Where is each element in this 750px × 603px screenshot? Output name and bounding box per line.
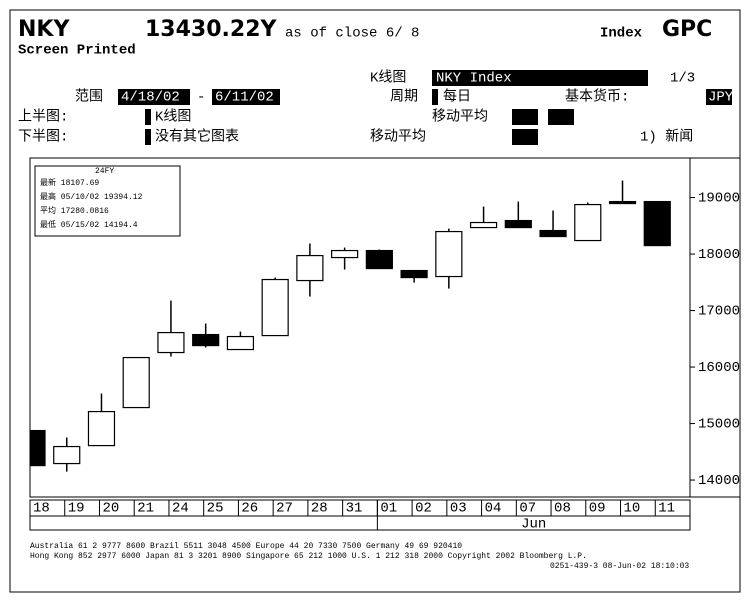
candle-body	[643, 200, 671, 247]
field[interactable]	[706, 89, 732, 105]
x-tick-label: 04	[485, 501, 502, 517]
month-label: Jun	[521, 517, 546, 533]
y-tick-label: 19000	[698, 190, 740, 206]
x-tick-label: 24	[172, 501, 189, 517]
y-tick-label: 18000	[698, 247, 740, 263]
label: 移动平均	[432, 109, 488, 126]
stats-title: 24FY	[95, 167, 114, 176]
start-date[interactable]: 4/18/02	[121, 90, 180, 106]
footer-line: 0251-439-3 08-Jun-02 18:10:03	[550, 562, 689, 571]
x-tick-label: 27	[276, 501, 293, 517]
candle-body	[539, 229, 567, 238]
candle-body	[574, 203, 602, 242]
label: 基本货币:	[565, 88, 629, 106]
x-tick-label: 20	[102, 501, 119, 517]
label: 上半图:	[18, 109, 68, 126]
field[interactable]	[432, 70, 648, 86]
candle-body	[261, 278, 289, 337]
field[interactable]	[548, 109, 574, 125]
field[interactable]	[512, 129, 538, 145]
label: K线图	[370, 70, 406, 87]
candle-body	[122, 356, 150, 409]
candle-body	[469, 221, 498, 229]
label: 下半图:	[18, 129, 68, 146]
field[interactable]	[145, 109, 151, 125]
candle-body	[608, 200, 637, 205]
footer-line: Australia 61 2 9777 8600 Brazil 5511 304…	[30, 542, 462, 551]
field[interactable]	[212, 89, 280, 105]
x-tick-label: 31	[346, 501, 363, 517]
x-tick-label: 11	[658, 501, 675, 517]
stats-row: 最高 05/10/02 19394.12	[40, 191, 143, 202]
x-tick-label: 21	[137, 501, 154, 517]
x-tick-label: 26	[241, 501, 258, 517]
month-row	[29, 515, 691, 531]
stats-row: 平均 17280.0816	[40, 205, 109, 216]
candle-body	[504, 219, 532, 229]
y-tick-label: 16000	[698, 360, 740, 376]
field[interactable]	[118, 89, 190, 105]
field[interactable]	[512, 109, 538, 125]
frame	[9, 9, 741, 593]
type: Index	[600, 26, 643, 42]
lower-chart[interactable]: 没有其它图表	[155, 128, 239, 146]
x-tick-label: 28	[311, 501, 328, 517]
candle-body	[296, 254, 324, 282]
end-date[interactable]: 6/11/02	[215, 90, 274, 106]
security[interactable]: NKY Index	[436, 71, 512, 87]
plot-frame	[29, 157, 741, 498]
candle-body	[87, 410, 116, 447]
y-tick-label: 15000	[698, 416, 740, 432]
x-tick-label: 07	[519, 501, 536, 517]
candle-body	[30, 429, 46, 467]
dash: -	[197, 90, 205, 106]
candle-body	[365, 249, 393, 270]
y-tick-label: 17000	[698, 303, 740, 319]
x-tick-label: 08	[554, 501, 571, 517]
currency[interactable]: JPY	[708, 90, 734, 106]
as-of: as of close 6/ 8	[285, 26, 419, 42]
x-tick-label: 19	[68, 501, 85, 517]
x-tick-label: 03	[450, 501, 467, 517]
candle-body	[331, 249, 359, 259]
x-tick-label: 10	[624, 501, 641, 517]
candle-body	[435, 230, 463, 278]
candle-body	[53, 445, 81, 465]
x-tick-label: 25	[207, 501, 224, 517]
footer-line: Hong Kong 852 2977 6000 Japan 81 3 3201 …	[30, 552, 587, 561]
field[interactable]	[145, 129, 151, 145]
plot	[30, 180, 671, 472]
label: 移动平均	[370, 129, 426, 146]
page-number: 1/3	[670, 71, 695, 87]
x-tick-label: 02	[415, 501, 432, 517]
status: Screen Printed	[18, 43, 136, 59]
price: 13430.22Y	[145, 17, 278, 42]
news[interactable]: 1) 新闻	[640, 129, 693, 146]
period[interactable]: 每日	[443, 89, 471, 106]
candle-body	[400, 269, 428, 279]
candle-body	[226, 335, 255, 351]
label: 范围	[75, 88, 103, 106]
x-tick-label: 09	[589, 501, 606, 517]
function: GPC	[662, 17, 712, 42]
y-tick-label: 14000	[698, 473, 740, 489]
field[interactable]	[432, 89, 438, 105]
stats-box	[34, 165, 181, 237]
x-tick-label: 01	[380, 501, 397, 517]
candle-body	[192, 333, 220, 347]
stats-row: 最低 05/15/02 14194.4	[40, 219, 138, 230]
label: 周期	[390, 89, 418, 106]
ticker: NKY	[18, 17, 70, 42]
stats-row: 最新 18107.69	[40, 177, 99, 188]
x-tick-label: 18	[33, 501, 50, 517]
candle-body	[157, 331, 185, 354]
upper-chart[interactable]: K线图	[155, 109, 191, 126]
